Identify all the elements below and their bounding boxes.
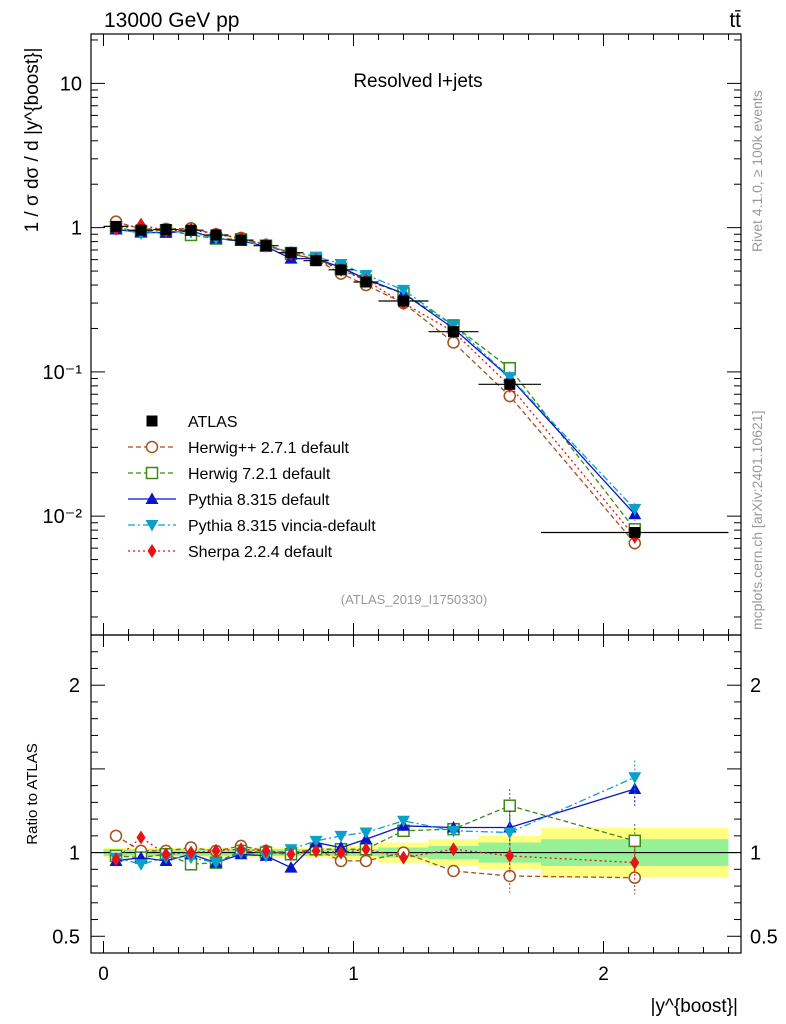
ratio-plot-content: 0 1 2 2 2 1 1 0.5 0.5: [52, 635, 778, 985]
ratio-point-herwig-2-7-1-default-12: [447, 864, 460, 878]
ratio-point-sherpa-2-2-4-default-2: [161, 847, 171, 862]
data-point-3: [185, 224, 197, 236]
ratio-point-pythia-8-315-vincia-default-12: [447, 825, 460, 838]
ratio-point-sherpa-2-2-4-default-10: [361, 842, 371, 857]
main-panel: 10 1 10⁻¹ 10⁻² Resolved l+jets (ATLAS_2019_…: [22, 33, 742, 636]
x-tick-label-1: 1: [348, 964, 359, 985]
x-axis-label: |y^{boost}|: [651, 996, 738, 1017]
ratio-plot-frame: [90, 634, 742, 954]
main-line-sherpa-2-2-4-default: [115, 223, 636, 538]
legend-label-herwig-2-7-1-default: Herwig++ 2.7.1 default: [188, 440, 350, 457]
ratio-point-pythia-8-315-vincia-default-4: [209, 857, 223, 870]
data-point-9: [335, 264, 347, 276]
legend-label-pythia-8-315-vincia-default: Pythia 8.315 vincia-default: [188, 518, 376, 535]
data-point-2: [160, 224, 172, 236]
legend-marker-atlas: [146, 415, 158, 427]
data-point-5: [235, 234, 247, 246]
ratio-point-herwig-2-7-1-default-13: [503, 869, 516, 883]
x-tick-label-0: 0: [98, 964, 109, 985]
data-point-14: [629, 527, 641, 539]
mcplots-credit-label: mcplots.cern.ch [arXiv:2401.10621]: [749, 411, 765, 630]
ratio-point-pythia-8-315-vincia-default-9: [334, 830, 348, 843]
ratio-point-sherpa-2-2-4-default-6: [261, 843, 271, 858]
ratio-point-sherpa-2-2-4-default-0: [111, 852, 121, 867]
ratio-y-tick-label-right: 1: [750, 843, 761, 865]
main-y-tick-label: 1: [71, 218, 82, 240]
ratio-panel: 0 1 2 2 2 1 1 0.5 0.5 Ratio to ATLAS |y^{boost}|: [24, 634, 778, 1017]
legend-marker-herwig-7-2-1-default: [145, 466, 159, 480]
ratio-point-herwig-2-7-1-default-10: [359, 854, 373, 868]
ratio-point-sherpa-2-2-4-default-1: [136, 830, 146, 845]
main-line-herwig-7-2-1-default: [115, 226, 636, 530]
ratio-point-pythia-8-315-vincia-default-11: [397, 815, 410, 828]
data-point-8: [310, 255, 322, 267]
ratio-point-sherpa-2-2-4-default-3: [186, 845, 196, 860]
legend-label-atlas: ATLAS: [188, 414, 238, 431]
ratio-point-pythia-8-315-vincia-default-8: [309, 835, 323, 848]
ratio-point-pythia-8-315-default-7: [284, 861, 298, 873]
x-tick-label-2: 2: [598, 964, 609, 985]
ratio-y-axis-label: Ratio to ATLAS: [24, 743, 41, 844]
legend-label-pythia-8-315-default: Pythia 8.315 default: [188, 492, 330, 509]
ratio-point-pythia-8-315-default-14: [628, 782, 642, 794]
main-point-pythia-8-315-vincia-default-14: [628, 504, 642, 516]
legend-label-herwig-7-2-1-default: Herwig 7.2.1 default: [188, 466, 331, 483]
legend-marker-pythia-8-315-default: [145, 492, 159, 504]
data-point-13: [504, 378, 516, 390]
ratio-line-sherpa-2-2-4-default: [115, 836, 635, 864]
ratio-y-tick-label-right: 0.5: [750, 926, 778, 948]
ratio-point-sherpa-2-2-4-default-9: [336, 845, 346, 860]
ratio-point-pythia-8-315-vincia-default-10: [359, 827, 373, 839]
ratio-y-tick-label-left: 2: [69, 675, 80, 697]
ratio-point-sherpa-2-2-4-default-5: [236, 842, 246, 857]
ratio-point-sherpa-2-2-4-default-8: [311, 843, 321, 858]
analysis-tag: (ATLAS_2019_I1750330): [341, 592, 487, 607]
ratio-point-herwig-2-7-1-default-0: [109, 829, 123, 843]
plot-title: Resolved l+jets: [353, 71, 482, 92]
ratio-point-sherpa-2-2-4-default-11: [399, 850, 408, 865]
legend-marker-sherpa-2-2-4-default: [147, 544, 157, 558]
main-point-pythia-8-315-vincia-default-11: [397, 284, 410, 297]
ratio-point-pythia-8-315-vincia-default-14: [628, 772, 642, 784]
main-point-pythia-8-315-vincia-default-13: [503, 372, 517, 384]
collision-label: 13000 GeV pp: [104, 9, 239, 32]
data-point-4: [210, 229, 222, 241]
process-label: tt̄: [729, 9, 741, 32]
main-y-tick-label: 10⁻²: [43, 506, 83, 528]
ratio-point-sherpa-2-2-4-default-14: [630, 855, 640, 870]
ratio-point-pythia-8-315-vincia-default-13: [503, 827, 517, 839]
data-point-0: [110, 220, 122, 232]
legend-label-sherpa-2-2-4-default: Sherpa 2.2.4 default: [188, 544, 333, 561]
ratio-y-tick-label-left: 0.5: [52, 926, 80, 948]
ratio-point-herwig-2-7-1-default-14: [628, 871, 641, 884]
data-point-7: [285, 247, 297, 259]
ratio-point-sherpa-2-2-4-default-13: [505, 848, 515, 863]
ratio-point-sherpa-2-2-4-default-7: [286, 847, 296, 862]
main-y-tick-label: 10⁻¹: [43, 362, 83, 384]
data-point-10: [360, 276, 372, 288]
ratio-point-sherpa-2-2-4-default-12: [449, 842, 458, 857]
main-y-tick-label: 10: [60, 73, 82, 95]
ratio-point-pythia-8-315-vincia-default-1: [134, 859, 148, 871]
data-point-1: [135, 224, 147, 236]
ratio-point-sherpa-2-2-4-default-4: [211, 843, 221, 858]
ratio-y-tick-label-right: 2: [750, 675, 761, 697]
data-point-12: [448, 326, 459, 338]
main-plot-content: 10 1 10⁻¹ 10⁻²: [43, 34, 741, 635]
data-point-11: [398, 295, 409, 307]
main-y-axis-label: 1 / σ dσ / d |y^{boost}|: [22, 48, 43, 233]
ratio-point-herwig-7-2-1-default-14: [628, 834, 641, 848]
legend-marker-herwig-2-7-1-default: [145, 440, 159, 454]
legend-marker-pythia-8-315-vincia-default: [145, 520, 159, 532]
legend: ATLAS Herwig++ 2.7.1 default Herwig 7.2.1 …: [128, 414, 376, 561]
ratio-point-herwig-7-2-1-default-13: [503, 799, 516, 812]
rivet-version-label: Rivet 4.1.0, ≥ 100k events: [749, 90, 765, 252]
data-point-6: [260, 240, 272, 252]
ratio-y-tick-label-left: 1: [69, 843, 80, 865]
